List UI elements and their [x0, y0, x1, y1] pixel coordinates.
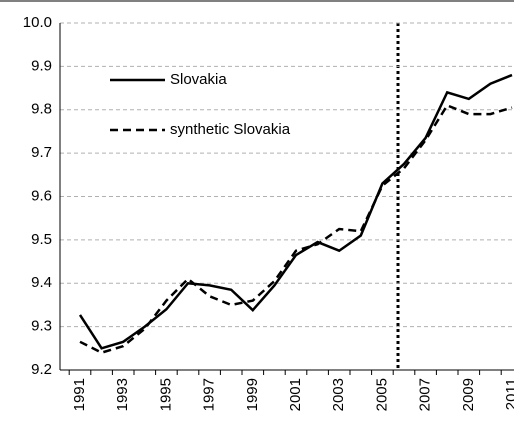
x-tick-label: 1991: [71, 378, 88, 411]
x-tick-label: 2001: [287, 378, 304, 411]
x-tick-label: 1999: [244, 378, 261, 411]
y-tick-label: 9.3: [31, 318, 52, 335]
y-tick-label: 10.0: [23, 14, 52, 31]
y-tick-label: 9.4: [31, 274, 52, 291]
x-tick-label: 2005: [373, 378, 390, 411]
x-tick-label: 2009: [460, 378, 477, 411]
legend-label: synthetic Slovakia: [170, 121, 291, 138]
y-tick-label: 9.8: [31, 101, 52, 118]
x-tick-label: 1995: [157, 378, 174, 411]
legend-label: Slovakia: [170, 71, 227, 88]
series-line: [78, 73, 513, 350]
y-tick-label: 9.2: [31, 361, 52, 378]
y-tick-label: 9.6: [31, 187, 52, 204]
x-tick-label: 1993: [114, 378, 131, 411]
y-tick-label: 9.7: [31, 144, 52, 161]
y-tick-label: 9.5: [31, 231, 52, 248]
x-tick-label: 1997: [201, 378, 218, 411]
x-tick-label: 2007: [417, 378, 434, 411]
series-line: [79, 103, 513, 354]
x-tick-label: 2003: [330, 378, 347, 411]
y-tick-label: 9.9: [31, 57, 52, 74]
x-tick-label: 2011: [503, 378, 514, 410]
